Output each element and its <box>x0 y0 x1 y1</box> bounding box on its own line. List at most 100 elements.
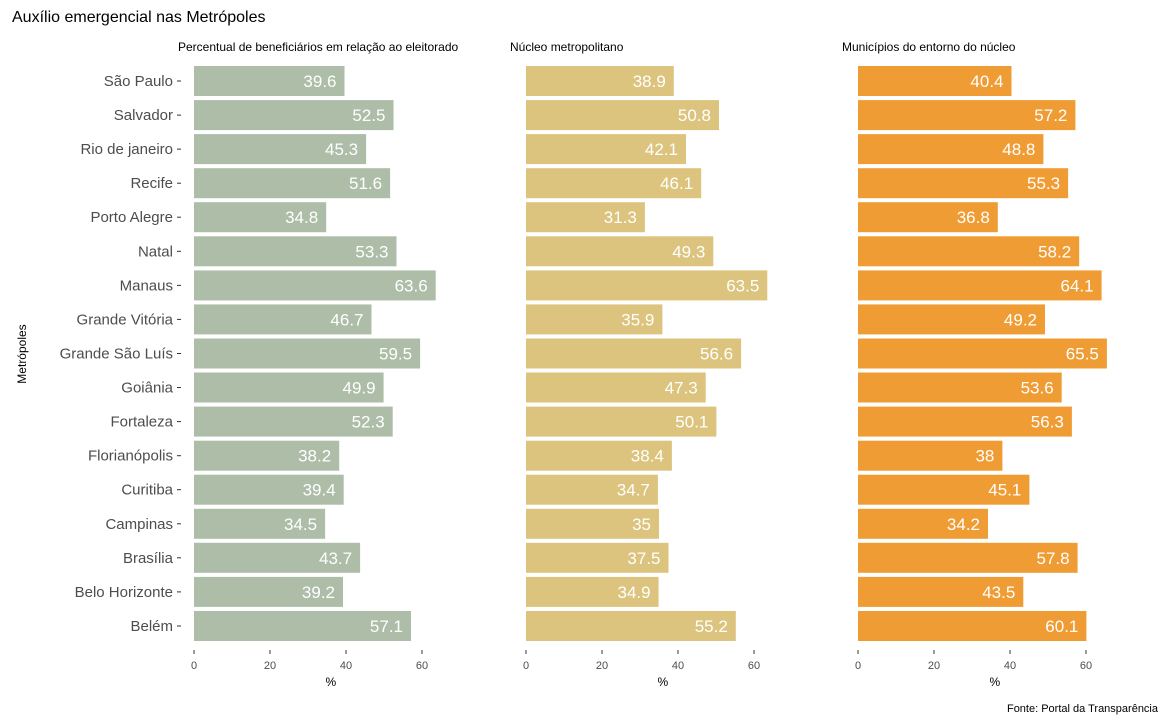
bar-label-3-6: 58.2 <box>1038 242 1071 261</box>
x-axis-title-3: % <box>989 675 1000 689</box>
bar-label-1-14: 34.5 <box>284 515 317 534</box>
bar-label-2-13: 34.7 <box>617 481 650 500</box>
bar-1-3 <box>194 134 367 165</box>
x-tick-label-2-2: 20 <box>596 660 608 672</box>
bar-3-7 <box>858 270 1102 301</box>
bar-label-3-1: 40.4 <box>970 72 1003 91</box>
bar-label-1-6: 53.3 <box>355 242 388 261</box>
bar-1-8 <box>194 304 372 335</box>
bar-1-9 <box>194 338 421 369</box>
bar-3-6 <box>858 236 1080 267</box>
x-tick-label-1-2: 20 <box>264 660 276 672</box>
bar-label-2-6: 49.3 <box>672 242 705 261</box>
panels: Percentual de beneficiários em relação a… <box>60 40 1107 689</box>
bar-1-16 <box>194 576 343 607</box>
bar-label-1-11: 52.3 <box>352 413 385 432</box>
x-tick-label-3-1: 0 <box>855 660 861 672</box>
bar-label-2-8: 35.9 <box>621 310 654 329</box>
bar-label-2-2: 50.8 <box>678 106 711 125</box>
bar-label-2-9: 56.6 <box>700 345 733 364</box>
bar-label-1-9: 59.5 <box>379 345 412 364</box>
bar-2-8 <box>526 304 663 335</box>
x-tick-label-3-2: 20 <box>928 660 940 672</box>
bar-1-5 <box>194 202 327 233</box>
category-label-4: Recife <box>130 175 173 192</box>
bar-3-4 <box>858 168 1069 199</box>
bar-label-1-4: 51.6 <box>349 174 382 193</box>
x-tick-label-1-1: 0 <box>191 660 197 672</box>
panel-3-subtitle: Municípios do entorno do núcleo <box>842 40 1016 54</box>
x-axis-title-1: % <box>325 675 336 689</box>
bar-2-10 <box>526 372 706 403</box>
bar-3-9 <box>858 338 1107 369</box>
x-axis-title-2: % <box>657 675 668 689</box>
bar-1-6 <box>194 236 397 267</box>
bar-1-2 <box>194 100 394 131</box>
panel-3: Municípios do entorno do núcleo 40.4 57.2 4… <box>842 40 1107 689</box>
x-tick-label-2-1: 0 <box>523 660 529 672</box>
panel-2: Núcleo metropolitano 38.9 50.842.1 46.1 31.3… <box>510 40 768 689</box>
bar-1-10 <box>194 372 384 403</box>
bar-label-3-9: 65.5 <box>1066 345 1099 364</box>
bar-label-2-17: 55.2 <box>695 617 728 636</box>
category-label-7: Manaus <box>120 277 173 294</box>
bar-label-1-17: 57.1 <box>370 617 403 636</box>
bar-label-3-5: 36.8 <box>957 208 990 227</box>
bar-label-1-10: 49.9 <box>343 379 376 398</box>
bar-label-3-17: 60.1 <box>1045 617 1078 636</box>
bar-label-2-1: 38.9 <box>633 72 666 91</box>
panel-2-subtitle: Núcleo metropolitano <box>510 40 624 54</box>
bar-3-5 <box>858 202 998 233</box>
bar-label-1-3: 45.3 <box>325 140 358 159</box>
panel-1-subtitle: Percentual de beneficiários em relação a… <box>178 40 458 54</box>
bar-3-17 <box>858 611 1087 641</box>
bar-label-2-7: 63.5 <box>726 276 759 295</box>
bar-label-2-10: 47.3 <box>665 379 698 398</box>
bar-1-15 <box>194 542 361 573</box>
bar-2-16 <box>526 576 659 607</box>
bar-2-6 <box>526 236 714 267</box>
bar-3-11 <box>858 406 1072 437</box>
category-label-3: Rio de janeiro <box>80 141 173 158</box>
bar-label-2-14: 35 <box>632 515 651 534</box>
category-label-9: Grande São Luís <box>60 346 173 363</box>
x-tick-label-2-3: 40 <box>672 660 684 672</box>
x-tick-label-3-4: 60 <box>1080 660 1092 672</box>
x-tick-label-1-4: 60 <box>416 660 428 672</box>
bar-label-1-1: 39.6 <box>303 72 336 91</box>
bar-label-1-5: 34.8 <box>285 208 318 227</box>
bar-label-3-10: 53.6 <box>1021 379 1054 398</box>
bar-1-17 <box>194 611 411 641</box>
category-label-11: Fortaleza <box>110 414 173 431</box>
bar-label-2-12: 38.4 <box>631 447 664 466</box>
category-label-17: Belém <box>130 618 173 635</box>
bar-label-3-4: 55.3 <box>1027 174 1060 193</box>
x-tick-label-3-3: 40 <box>1004 660 1016 672</box>
bar-label-3-13: 45.1 <box>988 481 1021 500</box>
bar-label-3-2: 57.2 <box>1034 106 1067 125</box>
bar-1-11 <box>194 406 393 437</box>
bar-2-12 <box>526 440 672 471</box>
bar-label-2-11: 50.1 <box>675 413 708 432</box>
bar-label-1-7: 63.6 <box>395 276 428 295</box>
panel-1: Percentual de beneficiários em relação a… <box>60 40 459 689</box>
bar-1-1 <box>194 66 345 96</box>
chart-title: Auxílio emergencial nas Metrópoles <box>12 9 265 26</box>
bar-1-13 <box>194 474 344 505</box>
category-label-6: Natal <box>138 243 173 260</box>
bar-2-13 <box>526 474 658 505</box>
category-label-16: Belo Horizonte <box>75 584 173 601</box>
bar-label-2-15: 37.5 <box>627 549 660 568</box>
bar-2-5 <box>526 202 645 233</box>
category-label-12: Florianópolis <box>88 448 173 465</box>
bar-2-2 <box>526 100 719 131</box>
bar-3-15 <box>858 542 1078 573</box>
x-tick-label-1-3: 40 <box>340 660 352 672</box>
bar-label-3-15: 57.8 <box>1037 549 1070 568</box>
bar-2-7 <box>526 270 768 301</box>
bar-label-1-8: 46.7 <box>330 310 363 329</box>
bar-label-1-12: 38.2 <box>298 447 331 466</box>
bar-label-2-3: 42.1 <box>645 140 678 159</box>
